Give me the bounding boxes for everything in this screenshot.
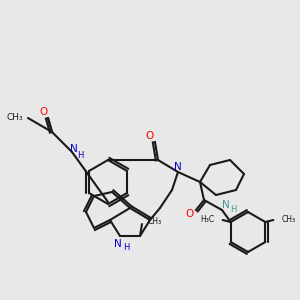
Text: O: O	[40, 107, 48, 117]
Text: O: O	[186, 209, 194, 219]
Text: N: N	[70, 144, 78, 154]
Text: CH₃: CH₃	[281, 215, 296, 224]
Text: CH₃: CH₃	[6, 112, 23, 122]
Text: N: N	[114, 239, 122, 249]
Text: H₃C: H₃C	[201, 215, 215, 224]
Text: CH₃: CH₃	[148, 218, 162, 226]
Text: N: N	[222, 200, 230, 210]
Text: H: H	[230, 206, 236, 214]
Text: H: H	[77, 151, 83, 160]
Text: O: O	[145, 131, 153, 141]
Text: N: N	[174, 162, 182, 172]
Text: H: H	[123, 244, 129, 253]
